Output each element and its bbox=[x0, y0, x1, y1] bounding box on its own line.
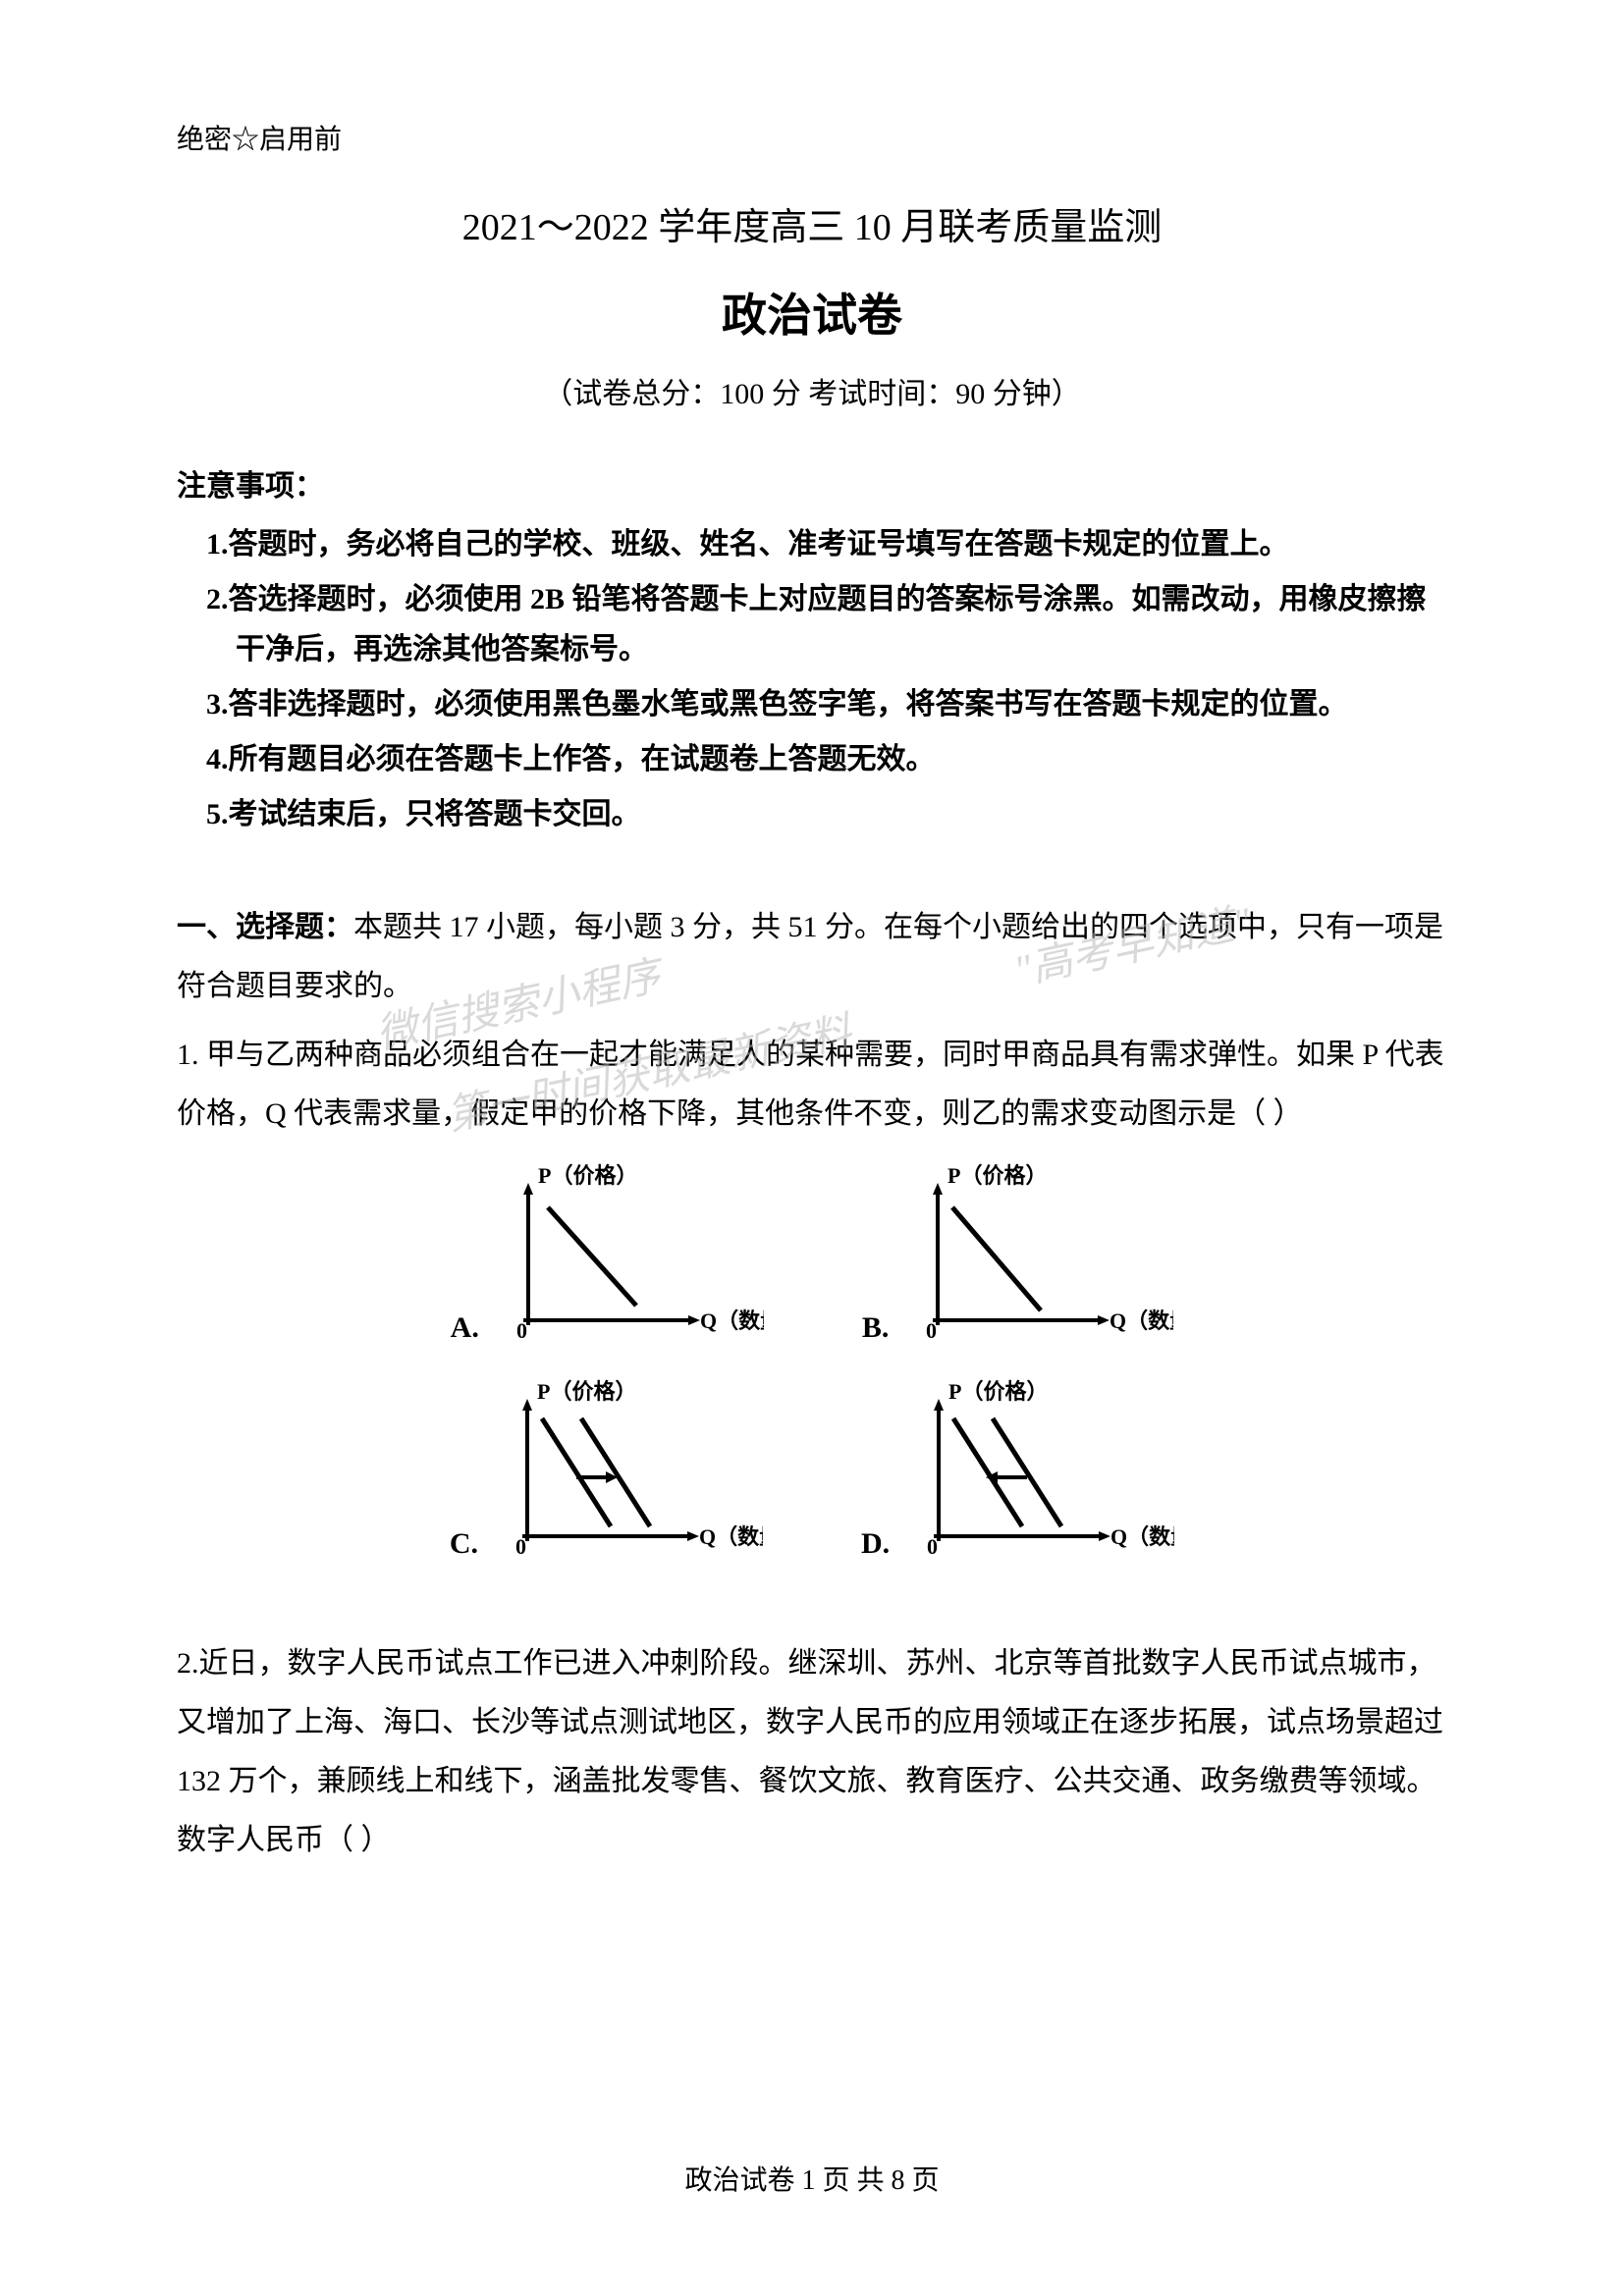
chart-b-ylabel: P（价格） bbox=[947, 1163, 1047, 1188]
chart-b-svg: P（价格） 0 Q（数量） bbox=[898, 1163, 1173, 1360]
chart-d-svg: P（价格） 0 Q（数量） bbox=[899, 1379, 1174, 1575]
chart-d-xlabel: Q（数量） bbox=[1110, 1524, 1174, 1549]
chart-b-curve bbox=[952, 1207, 1041, 1310]
question-2: 2.近日，数字人民币试点工作已进入冲刺阶段。继深圳、苏州、北京等首批数字人民币试… bbox=[177, 1634, 1447, 1870]
section-1-rest: 本题共 17 小题，每小题 3 分，共 51 分。在每个小题给出的四个选项中，只… bbox=[177, 911, 1443, 1002]
chart-b-origin: 0 bbox=[926, 1318, 937, 1343]
chart-c-curve1 bbox=[542, 1418, 611, 1526]
charts-container: A. P（价格） 0 Q（数量） B. P（价格） 0 Q（数量） bbox=[177, 1163, 1447, 1595]
chart-c-xlabel: Q（数量） bbox=[699, 1524, 763, 1549]
chart-b-xlabel: Q（数量） bbox=[1110, 1308, 1173, 1333]
chart-label-a: A. bbox=[451, 1311, 479, 1360]
chart-d-ylabel: P（价格） bbox=[948, 1379, 1048, 1404]
notice-item-3: 3.答非选择题时，必须使用黑色墨水笔或黑色签字笔，将答案书写在答题卡规定的位置。 bbox=[177, 679, 1447, 729]
chart-a-xlabel: Q（数量） bbox=[700, 1308, 764, 1333]
chart-label-c: C. bbox=[450, 1527, 478, 1575]
chart-a-yarrow bbox=[523, 1183, 533, 1195]
chart-option-a: A. P（价格） 0 Q（数量） bbox=[451, 1163, 764, 1360]
exam-title-main: 2021～2022 学年度高三 10 月联考质量监测 bbox=[177, 196, 1447, 250]
chart-d-xarrow bbox=[1099, 1531, 1110, 1541]
chart-option-b: B. P（价格） 0 Q（数量） bbox=[862, 1163, 1174, 1360]
exam-title-subject: 政治试卷 bbox=[177, 280, 1447, 345]
chart-d-curve1 bbox=[953, 1418, 1022, 1526]
chart-d-yarrow bbox=[934, 1399, 944, 1411]
chart-c-ylabel: P（价格） bbox=[537, 1379, 636, 1404]
chart-row-2: C. P（价格） 0 Q（数量） D. P（价格） bbox=[450, 1379, 1174, 1575]
chart-c-curve2 bbox=[581, 1418, 650, 1526]
confidential-label: 绝密☆启用前 bbox=[177, 118, 1447, 157]
chart-c-origin: 0 bbox=[515, 1534, 526, 1559]
chart-row-1: A. P（价格） 0 Q（数量） B. P（价格） 0 Q（数量） bbox=[451, 1163, 1174, 1360]
chart-b-yarrow bbox=[933, 1183, 943, 1195]
chart-option-c: C. P（价格） 0 Q（数量） bbox=[450, 1379, 763, 1575]
section-1-bold: 一、选择题： bbox=[177, 911, 353, 943]
question-1: 1. 甲与乙两种商品必须组合在一起才能满足人的某种需要，同时甲商品具有需求弹性。… bbox=[177, 1026, 1447, 1144]
chart-c-svg: P（价格） 0 Q（数量） bbox=[488, 1379, 763, 1575]
notice-item-5: 5.考试结束后，只将答题卡交回。 bbox=[177, 789, 1447, 839]
chart-label-d: D. bbox=[861, 1527, 890, 1575]
exam-info: （试卷总分：100 分 考试时间：90 分钟） bbox=[177, 369, 1447, 412]
page-footer: 政治试卷 1 页 共 8 页 bbox=[0, 2159, 1624, 2198]
chart-a-xarrow bbox=[688, 1315, 700, 1325]
chart-label-b: B. bbox=[862, 1311, 890, 1360]
chart-a-origin: 0 bbox=[516, 1318, 527, 1343]
chart-a-svg: P（价格） 0 Q（数量） bbox=[489, 1163, 764, 1360]
section-1-header: 一、选择题：本题共 17 小题，每小题 3 分，共 51 分。在每个小题给出的四… bbox=[177, 898, 1447, 1016]
notice-item-2: 2.答选择题时，必须使用 2B 铅笔将答题卡上对应题目的答案标号涂黑。如需改动，… bbox=[177, 574, 1447, 674]
chart-c-yarrow bbox=[522, 1399, 532, 1411]
chart-d-curve2 bbox=[993, 1418, 1061, 1526]
notice-item-4: 4.所有题目必须在答题卡上作答，在试题卷上答题无效。 bbox=[177, 734, 1447, 784]
notice-item-1: 1.答题时，务必将自己的学校、班级、姓名、准考证号填写在答题卡规定的位置上。 bbox=[177, 519, 1447, 569]
chart-option-d: D. P（价格） 0 Q（数量） bbox=[861, 1379, 1174, 1575]
chart-a-ylabel: P（价格） bbox=[538, 1163, 637, 1188]
chart-d-origin: 0 bbox=[927, 1534, 938, 1559]
notice-header: 注意事项： bbox=[177, 461, 1447, 505]
chart-c-xarrow bbox=[687, 1531, 699, 1541]
chart-a-curve bbox=[548, 1207, 636, 1306]
chart-b-xarrow bbox=[1098, 1315, 1110, 1325]
